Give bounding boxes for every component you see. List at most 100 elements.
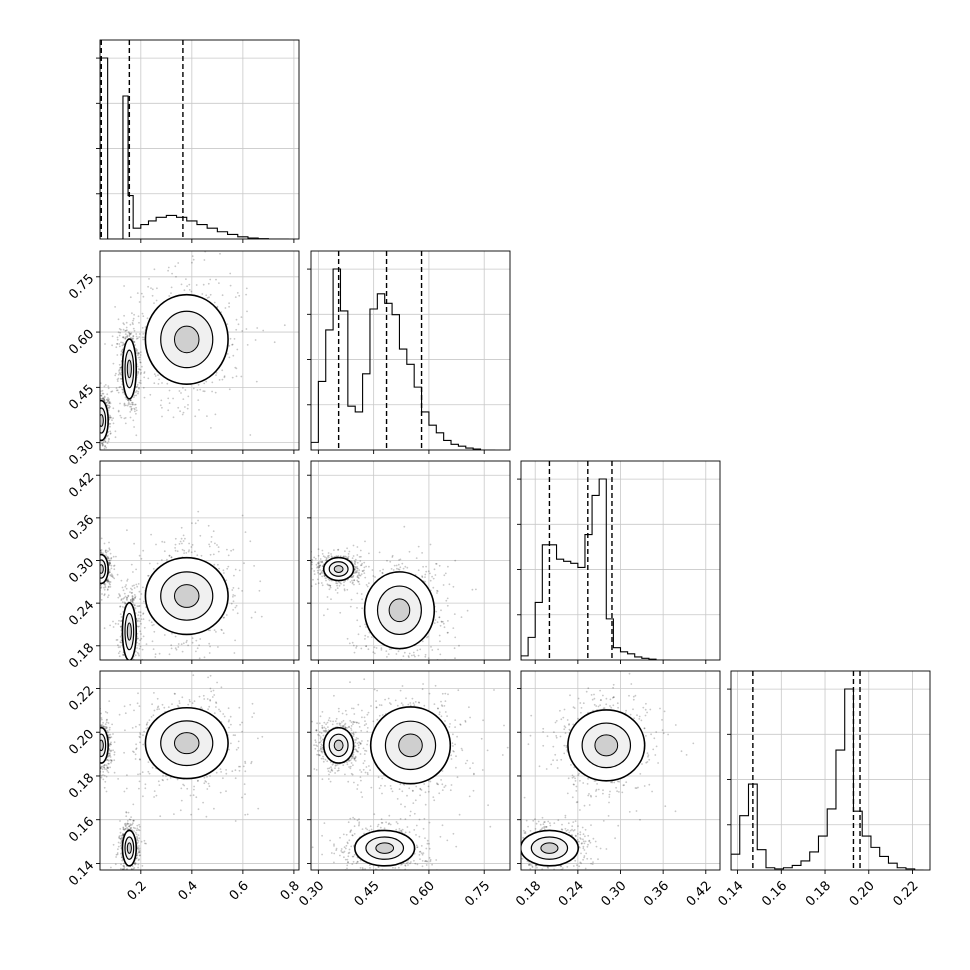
sample-point (109, 750, 112, 753)
sample-point (139, 369, 142, 371)
sample-point (214, 542, 216, 545)
sample-point (106, 718, 108, 721)
sample-point (223, 376, 226, 379)
sample-point (108, 402, 111, 404)
sample-point (180, 799, 183, 802)
sample-point (109, 552, 112, 555)
sample-point (182, 540, 185, 542)
sample-point (160, 559, 163, 561)
sample-point (215, 771, 218, 774)
sample-point (179, 410, 182, 413)
sample-point (108, 726, 111, 729)
sample-point (198, 644, 201, 647)
sample-point (119, 331, 121, 334)
sample-point (123, 596, 126, 599)
sample-point (118, 368, 121, 371)
sample-point (108, 404, 111, 407)
sample-point (106, 435, 109, 438)
sample-point (211, 381, 214, 384)
sample-point (208, 296, 210, 299)
sample-point (141, 865, 144, 867)
sample-point (118, 370, 120, 372)
sample-point (123, 417, 126, 420)
sample-point (137, 846, 139, 849)
sample-point (127, 822, 130, 825)
sample-point (178, 702, 181, 704)
sample-point (144, 326, 147, 328)
sample-point (136, 605, 139, 608)
sample-point (199, 388, 202, 391)
sample-point (119, 402, 121, 405)
sample-point (130, 409, 133, 412)
sample-point (117, 778, 119, 780)
sample-point (118, 713, 121, 716)
sample-point (139, 741, 141, 744)
sample-point (120, 639, 123, 642)
sample-point (226, 548, 228, 551)
sample-point (122, 862, 125, 865)
sample-point (134, 753, 137, 756)
sample-point (202, 694, 205, 697)
sample-point (126, 774, 128, 776)
sample-point (118, 836, 120, 838)
sample-point (133, 408, 136, 411)
sample-point (136, 827, 139, 830)
sample-point (109, 624, 111, 627)
sample-point (356, 569, 358, 572)
sample-point (172, 416, 175, 419)
sample-point (131, 727, 134, 729)
sample-point (235, 328, 238, 331)
sample-point (192, 794, 195, 797)
sample-point (141, 327, 144, 329)
sample-point (137, 866, 140, 869)
histogram-step (521, 478, 671, 660)
sample-point (182, 783, 185, 786)
sample-point (133, 341, 136, 344)
sample-point (182, 411, 185, 414)
sample-point (142, 386, 145, 389)
sample-point (102, 778, 105, 781)
sample-point (193, 785, 196, 788)
sample-point (143, 730, 146, 733)
sample-point (107, 579, 109, 582)
sample-point (116, 343, 118, 345)
sample-point (110, 567, 113, 570)
sample-point (176, 778, 179, 781)
sample-point (122, 344, 125, 346)
sample-point (121, 586, 124, 589)
sample-point (171, 272, 174, 275)
sample-point (257, 807, 260, 810)
sample-point (108, 754, 111, 757)
sample-point (150, 287, 152, 289)
sample-point (134, 391, 137, 393)
sample-point (177, 262, 180, 264)
sample-point (136, 385, 139, 388)
sample-point (169, 777, 172, 779)
sample-point (213, 712, 216, 714)
sample-point (168, 402, 171, 404)
sample-point (273, 341, 276, 344)
sample-point (318, 562, 320, 565)
sample-point (120, 416, 123, 419)
sample-point (109, 583, 111, 586)
sample-point (181, 548, 184, 551)
sample-point (129, 599, 132, 601)
sample-point (223, 715, 226, 718)
sample-point (107, 755, 110, 758)
sample-point (130, 337, 132, 339)
sample-point (139, 614, 142, 617)
sample-point (316, 566, 318, 569)
sample-point (124, 585, 127, 588)
sample-point (167, 269, 170, 272)
sample-point (124, 336, 127, 339)
sample-point (100, 776, 103, 779)
sample-point (197, 779, 199, 782)
sample-point (132, 803, 135, 806)
sample-point (105, 401, 108, 404)
sample-point (209, 775, 211, 777)
sample-point (209, 699, 212, 701)
sample-point (209, 645, 212, 648)
sample-point (107, 580, 110, 582)
sample-point (100, 550, 102, 552)
sample-point (250, 616, 253, 619)
